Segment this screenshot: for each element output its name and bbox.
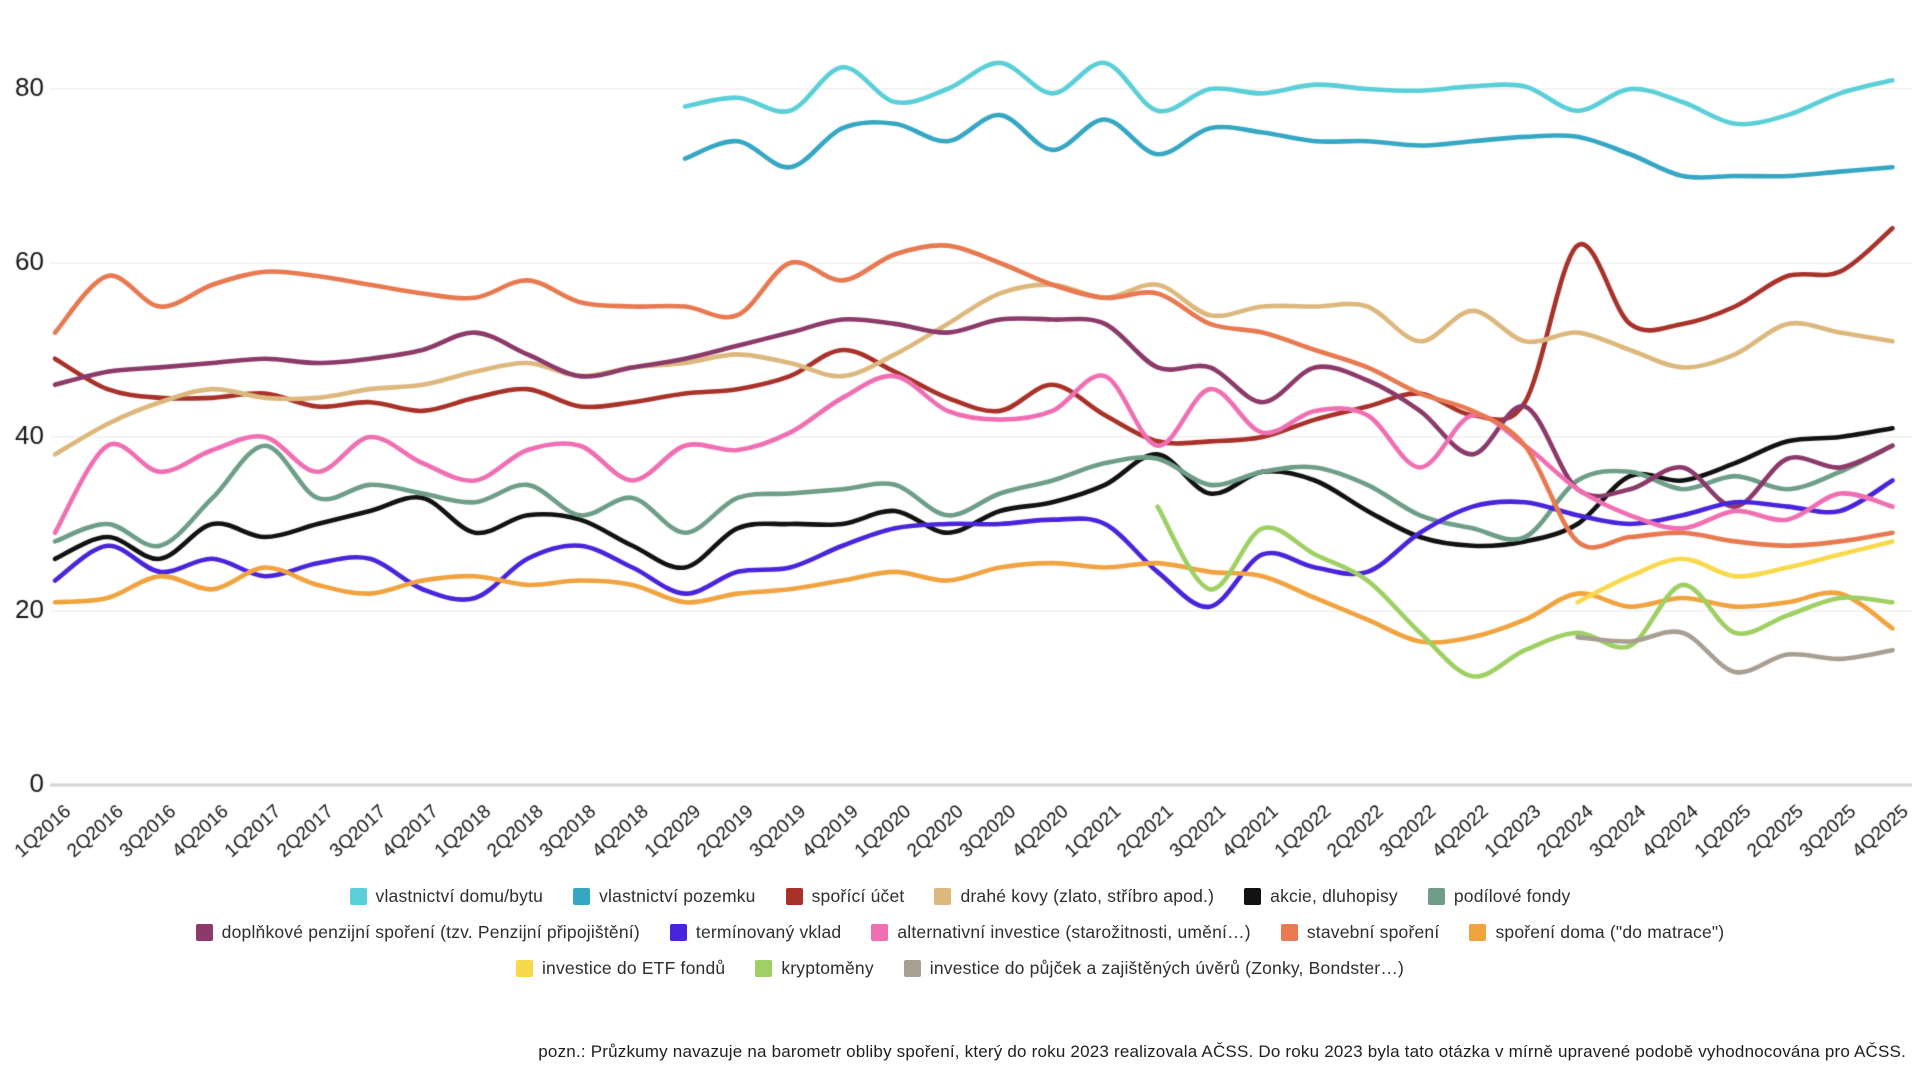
legend-swatch [195, 924, 213, 941]
legend-label: kryptoměny [781, 958, 874, 978]
legend-label: vlastnictví pozemku [599, 886, 756, 906]
legend-swatch [669, 924, 687, 941]
legend-item-1: vlastnictví pozemku [573, 886, 756, 907]
legend-swatch [1469, 924, 1487, 941]
legend-swatch [755, 960, 773, 977]
legend-item-4: akcie, dluhopisy [1244, 886, 1398, 907]
legend-item-5: podílové fondy [1427, 886, 1571, 907]
legend-item-2: spořící účet [785, 886, 905, 907]
legend-item-8: alternativní investice (starožitnosti, u… [871, 922, 1251, 943]
legend-swatch [934, 888, 952, 905]
legend-label: spořící účet [811, 886, 905, 906]
legend-swatch [573, 888, 591, 905]
chart-area [0, 0, 1920, 880]
legend-item-0: vlastnictví domu/bytu [349, 886, 544, 907]
legend-swatch [903, 960, 921, 977]
legend-label: alternativní investice (starožitnosti, u… [897, 922, 1251, 942]
legend-label: doplňkové penzijní spoření (tzv. Penzijn… [221, 922, 640, 942]
legend-swatch [1427, 888, 1445, 905]
legend-swatch [515, 960, 533, 977]
legend-item-10: spoření doma ("do matrace") [1469, 922, 1724, 943]
legend-label: spoření doma ("do matrace") [1495, 922, 1725, 942]
legend-label: akcie, dluhopisy [1270, 886, 1398, 906]
legend-item-13: investice do půjček a zajištěných úvěrů … [903, 958, 1405, 979]
legend-label: investice do ETF fondů [541, 958, 726, 978]
legend-label: drahé kovy (zlato, stříbro apod.) [960, 886, 1215, 906]
legend-swatch [785, 888, 803, 905]
legend-item-12: kryptoměny [755, 958, 874, 979]
legend-swatch [871, 924, 889, 941]
legend-label: termínovaný vklad [695, 922, 842, 942]
legend-label: vlastnictví domu/bytu [375, 886, 544, 906]
legend-item-7: termínovaný vklad [669, 922, 842, 943]
legend-label: podílové fondy [1453, 886, 1571, 906]
legend-item-9: stavební spoření [1280, 922, 1440, 943]
legend-row: investice do ETF fondů kryptoměny invest… [515, 958, 1405, 979]
legend-row: doplňkové penzijní spoření (tzv. Penzijn… [195, 922, 1725, 943]
legend-swatch [349, 888, 367, 905]
legend-item-3: drahé kovy (zlato, stříbro apod.) [934, 886, 1214, 907]
legend-swatch [1244, 888, 1262, 905]
chart-legend: vlastnictví domu/bytu vlastnictví pozemk… [0, 886, 1920, 979]
line-chart-canvas [0, 0, 1920, 880]
legend-item-11: investice do ETF fondů [515, 958, 726, 979]
legend-label: stavební spoření [1306, 922, 1440, 942]
legend-item-6: doplňkové penzijní spoření (tzv. Penzijn… [195, 922, 640, 943]
legend-swatch [1280, 924, 1298, 941]
legend-row: vlastnictví domu/bytu vlastnictví pozemk… [349, 886, 1571, 907]
footnote: pozn.: Průzkumy navazuje na barometr obl… [538, 1042, 1906, 1061]
legend-label: investice do půjček a zajištěných úvěrů … [929, 958, 1405, 978]
